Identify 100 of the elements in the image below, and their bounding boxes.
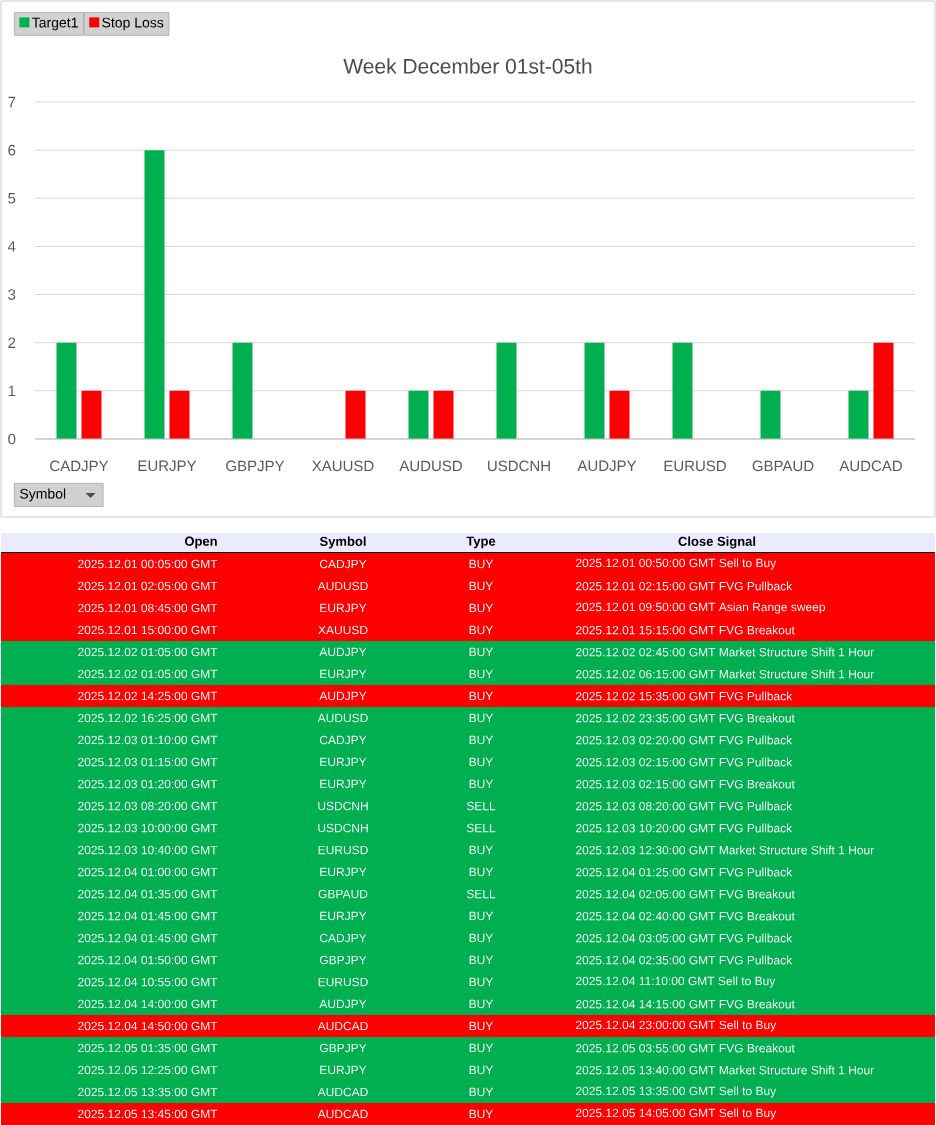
- text: 2025.12.05 01:35:00 GMT: [78, 1043, 218, 1053]
- text: CADJPY: [319, 559, 367, 569]
- text: GBPAUD: [318, 889, 368, 899]
- text: CADJPY: [319, 933, 367, 943]
- text: EURJPY: [320, 669, 367, 679]
- text: 2025.12.03 10:00:00 GMT: [78, 823, 218, 833]
- bar: [672, 342, 693, 439]
- text: BUY: [469, 603, 494, 613]
- legend-label: Stop Loss: [102, 17, 164, 31]
- bar: [760, 390, 781, 439]
- text: 2025.12.05 03:55:00 GMT FVG Breakout: [576, 1043, 795, 1053]
- text: USDCNH: [318, 823, 368, 833]
- text: BUY: [469, 1087, 494, 1097]
- text: BUY: [469, 999, 494, 1009]
- text: BUY: [469, 977, 494, 987]
- text: 2025.12.03 02:20:00 GMT FVG Pullback: [576, 735, 793, 745]
- text: BUY: [469, 625, 494, 635]
- y-tick-label: 6: [8, 144, 16, 156]
- text: BUY: [469, 757, 494, 767]
- y-tick-label: 4: [7, 241, 16, 252]
- text: 2025.12.03 08:20:00 GMT: [78, 801, 218, 811]
- chart-title: Week December 01st-05th: [343, 58, 592, 74]
- text: BUY: [469, 559, 494, 569]
- text: 2025.12.04 14:50:00 GMT: [78, 1021, 218, 1031]
- text: Open: [184, 536, 217, 549]
- text: EURJPY: [320, 911, 367, 921]
- text: BUY: [469, 669, 494, 679]
- text: 2025.12.04 10:55:00 GMT: [78, 977, 218, 987]
- text: BUY: [469, 1109, 494, 1119]
- text: 2025.12.02 01:05:00 GMT: [78, 669, 218, 679]
- text: SELL: [466, 823, 496, 833]
- bar: [169, 390, 190, 439]
- y-tick-label: 3: [8, 289, 16, 300]
- text: CADJPY: [319, 735, 367, 745]
- text: BUY: [469, 867, 494, 877]
- x-tick-label: EURUSD: [664, 460, 726, 472]
- text: 2025.12.03 02:15:00 GMT FVG Breakout: [576, 779, 795, 789]
- text: EURJPY: [320, 867, 367, 877]
- text: 2025.12.04 02:40:00 GMT FVG Breakout: [576, 911, 795, 921]
- x-tick-label: GBPJPY: [226, 460, 285, 472]
- text: Type: [466, 536, 496, 549]
- text: 2025.12.04 14:15:00 GMT FVG Breakout: [576, 999, 795, 1009]
- text: 2025.12.03 01:10:00 GMT: [78, 735, 218, 745]
- text: 2025.12.01 00:05:00 GMT: [78, 559, 218, 569]
- bar: [873, 342, 894, 439]
- text: BUY: [469, 933, 494, 943]
- text: 2025.12.02 16:25:00 GMT: [78, 713, 218, 723]
- text: BUY: [469, 691, 494, 701]
- text: 2025.12.05 13:35:00 GMT: [78, 1087, 218, 1097]
- text: 2025.12.04 11:10:00 GMT Sell to Buy: [576, 976, 776, 988]
- y-tick-label: 7: [8, 96, 16, 108]
- text: SELL: [466, 889, 496, 899]
- text: 2025.12.03 10:40:00 GMT: [78, 845, 218, 855]
- x-tick-label: EURJPY: [138, 460, 197, 472]
- bar: [433, 390, 454, 439]
- bar: [81, 390, 102, 439]
- y-tick-label: 5: [8, 193, 16, 204]
- y-tick-label: 0: [8, 433, 16, 445]
- text: Symbol: [319, 536, 366, 549]
- text: 2025.12.04 01:25:00 GMT FVG Pullback: [576, 867, 793, 877]
- text: 2025.12.04 02:35:00 GMT FVG Pullback: [576, 955, 793, 965]
- text: AUDUSD: [317, 581, 368, 591]
- text: AUDJPY: [319, 691, 367, 701]
- text: 2025.12.02 02:45:00 GMT Market Structure Shift 1 Hour: [576, 647, 874, 657]
- text: 2025.12.02 23:35:00 GMT FVG Breakout: [576, 713, 795, 723]
- text: BUY: [469, 911, 494, 921]
- x-tick-label: USDCNH: [488, 460, 550, 472]
- text: 2025.12.04 03:05:00 GMT FVG Pullback: [576, 933, 793, 943]
- text: AUDUSD: [317, 713, 368, 723]
- x-tick-label: AUDJPY: [577, 460, 637, 472]
- text: 2025.12.02 14:25:00 GMT: [78, 691, 218, 701]
- text: EURJPY: [320, 757, 367, 767]
- y-tick-label: 1: [8, 385, 16, 397]
- bar: [56, 342, 77, 439]
- text: AUDCAD: [317, 1021, 368, 1031]
- text: BUY: [469, 1043, 494, 1053]
- text: 2025.12.05 14:05:00 GMT Sell to Buy: [576, 1108, 777, 1120]
- bar: [144, 150, 165, 439]
- y-tick-label: 2: [8, 337, 16, 348]
- text: BUY: [469, 1021, 494, 1031]
- text: 2025.12.03 12:30:00 GMT Market Structure Shift 1 Hour: [576, 845, 874, 855]
- text: 2025.12.04 01:45:00 GMT: [78, 911, 218, 921]
- text: 2025.12.01 09:50:00 GMT Asian Range sweep: [576, 602, 826, 614]
- text: 2025.12.01 15:15:00 GMT FVG Breakout: [576, 625, 795, 635]
- text: EURUSD: [318, 977, 368, 987]
- text: 2025.12.04 01:00:00 GMT: [78, 867, 218, 877]
- text: EURJPY: [320, 1065, 367, 1075]
- text: AUDJPY: [319, 647, 367, 657]
- text: EURUSD: [318, 845, 368, 855]
- bar: [496, 342, 517, 439]
- text: 2025.12.02 06:15:00 GMT Market Structure Shift 1 Hour: [576, 669, 874, 679]
- x-tick-label: XAUUSD: [312, 460, 374, 472]
- text: 2025.12.03 10:20:00 GMT FVG Pullback: [576, 823, 793, 833]
- x-tick-label: GBPAUD: [752, 460, 814, 472]
- text: 2025.12.02 15:35:00 GMT FVG Pullback: [576, 691, 793, 701]
- bar: [848, 390, 869, 439]
- text: 2025.12.04 01:35:00 GMT: [78, 889, 218, 899]
- x-tick-label: CADJPY: [50, 460, 109, 472]
- text: AUDCAD: [317, 1109, 368, 1119]
- text: 2025.12.04 01:50:00 GMT: [78, 955, 218, 965]
